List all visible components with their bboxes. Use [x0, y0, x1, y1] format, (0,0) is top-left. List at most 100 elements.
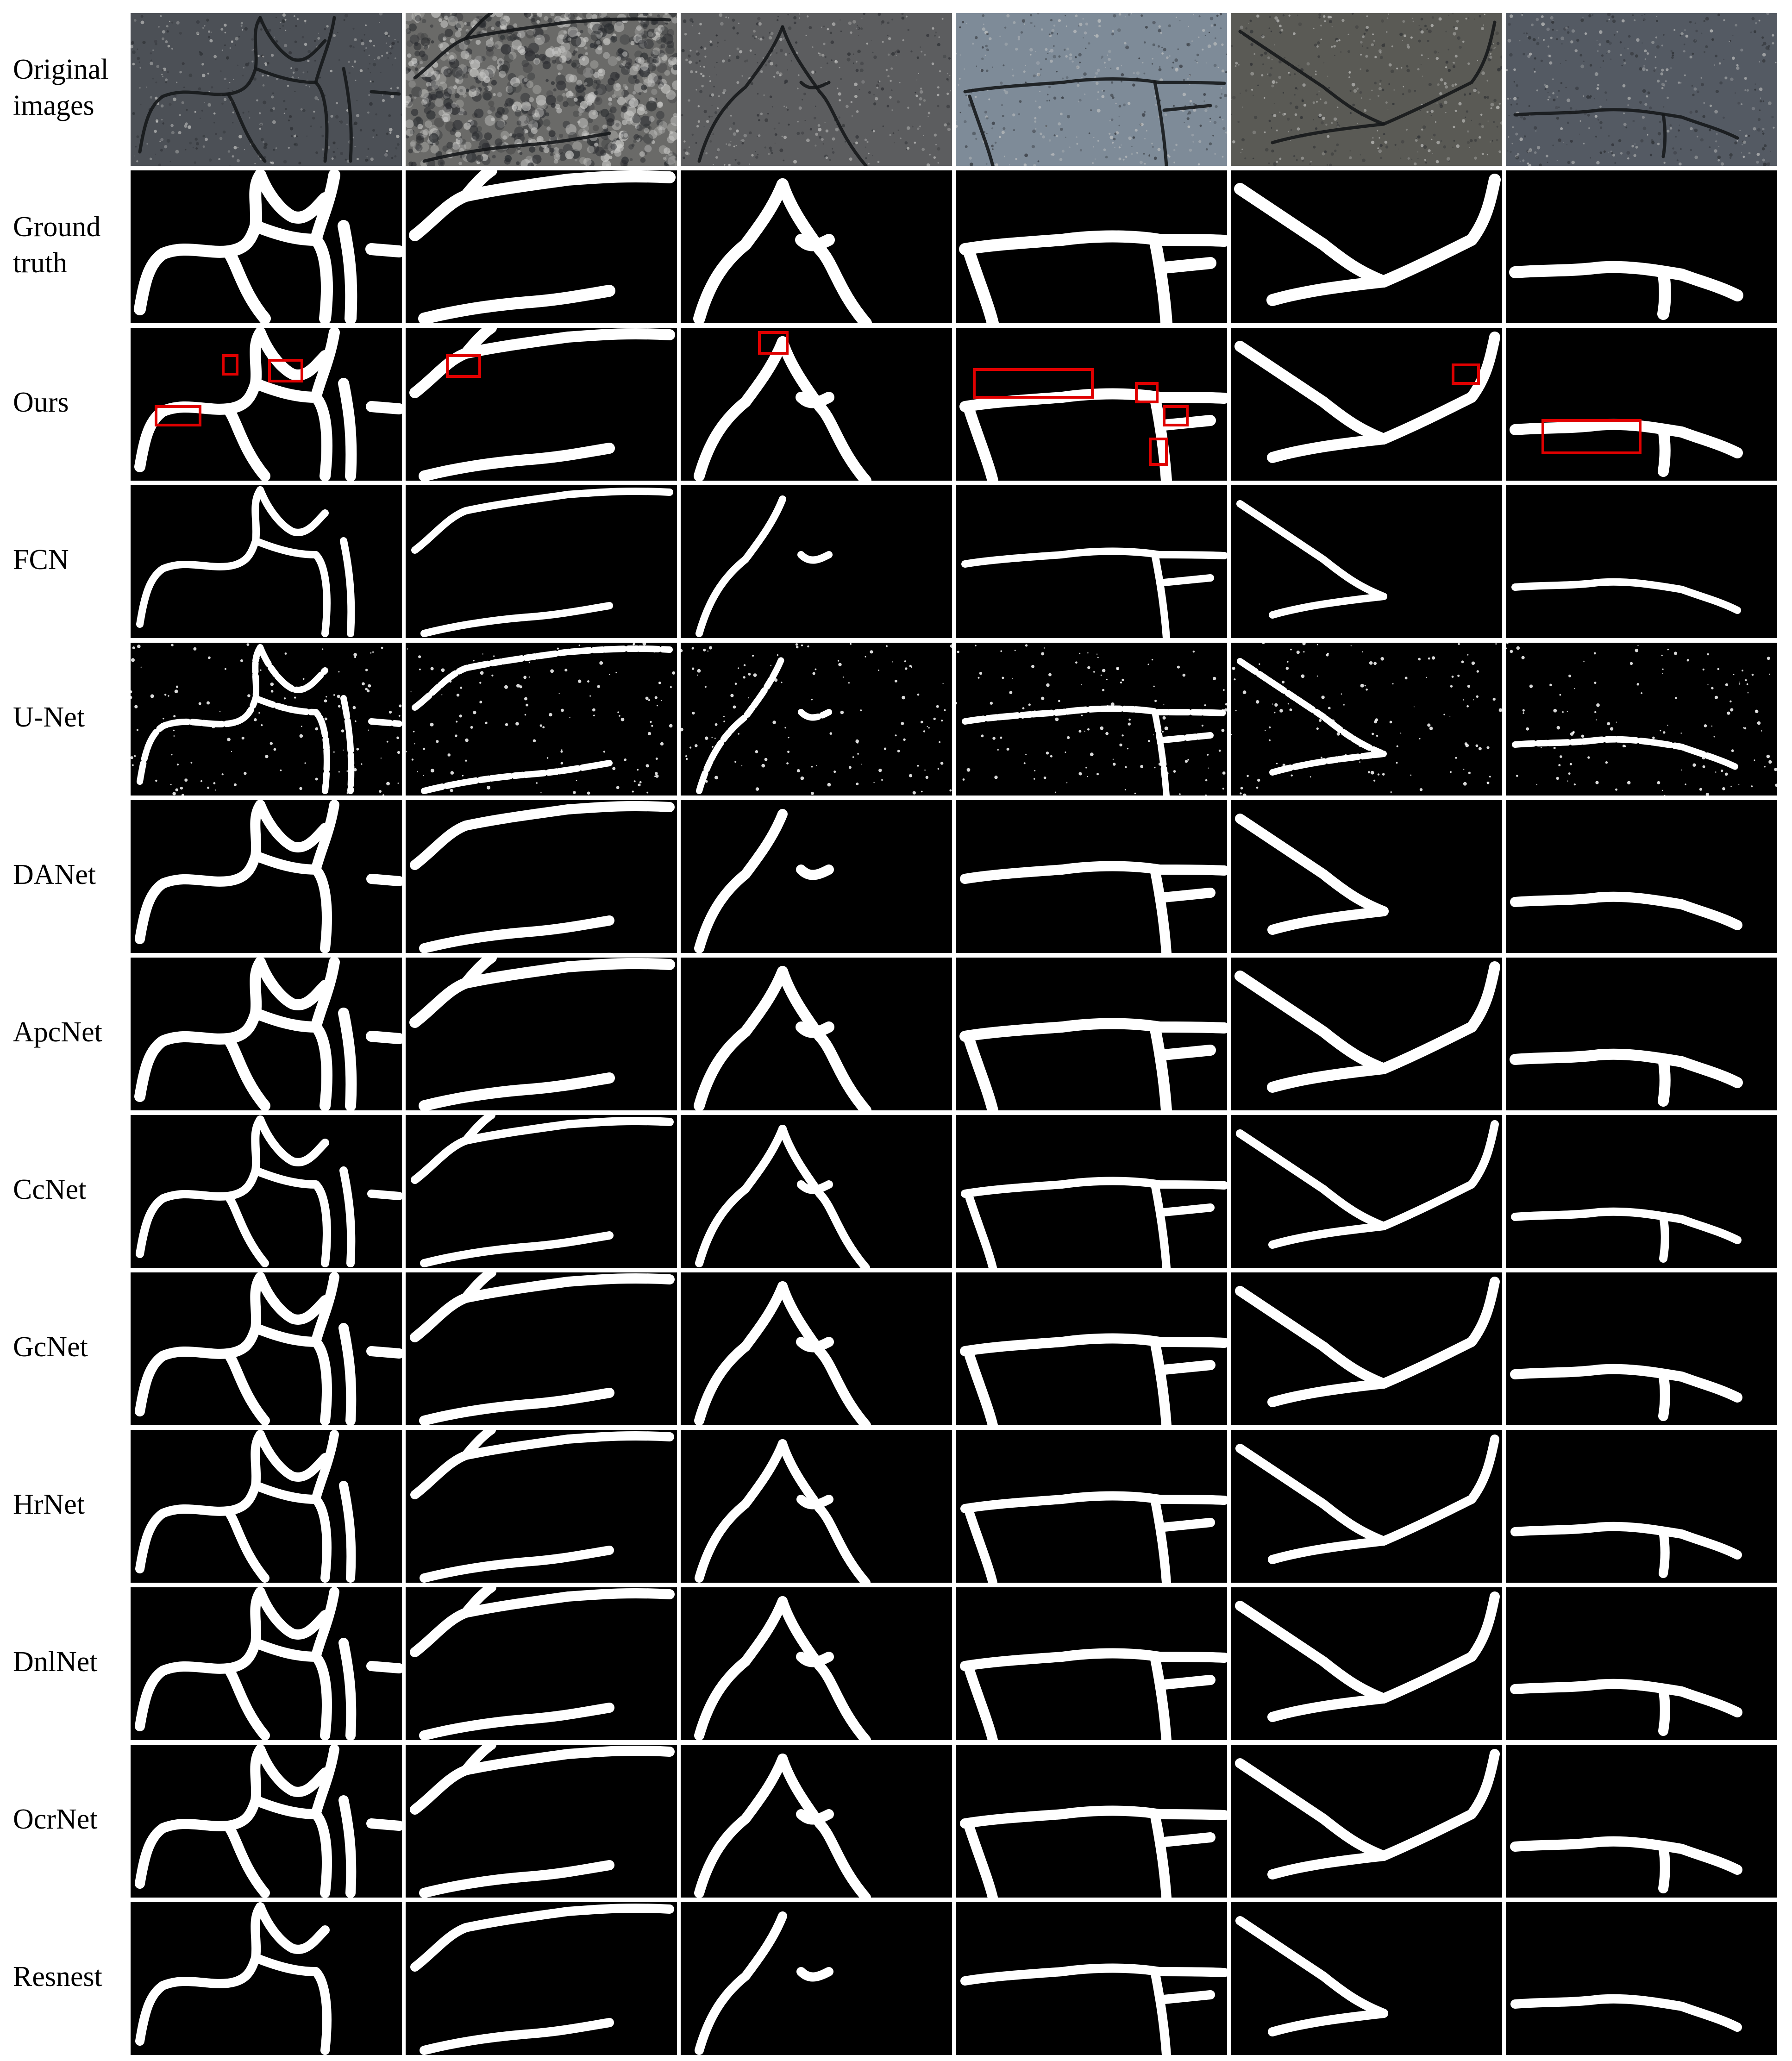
mask-image [1231, 1902, 1502, 2055]
mask-image [1231, 328, 1502, 481]
segmentation-mask [1506, 485, 1777, 638]
mask-image [131, 1430, 402, 1583]
segmentation-mask [681, 643, 952, 796]
segmentation-mask [681, 1272, 952, 1425]
mask-image [1506, 643, 1777, 796]
mask-image [1506, 485, 1777, 638]
mask-image [131, 800, 402, 953]
mask-image [1506, 800, 1777, 953]
mask-image [406, 170, 677, 323]
crack-segment [223, 1506, 269, 1583]
crack-segment [310, 328, 340, 403]
crack-segment [136, 486, 264, 628]
mask-image [131, 1587, 402, 1740]
mask-image [1231, 170, 1502, 323]
crack-segment [1236, 500, 1387, 600]
crack-segment [965, 1351, 998, 1425]
crack-segment [223, 1348, 270, 1425]
crack-segment [960, 1805, 1227, 1829]
segmentation-mask [956, 1902, 1227, 2055]
highlight-box [1149, 438, 1168, 466]
crack-segment [1658, 1684, 1670, 1736]
crack-segment [1510, 1679, 1742, 1717]
crack-segment [409, 170, 676, 241]
crack-segment [695, 1125, 787, 1267]
crack-segment [1235, 1916, 1388, 2018]
mask-image [406, 328, 677, 481]
segmentation-mask [131, 485, 402, 638]
crack-segment [1267, 906, 1389, 935]
crack-segment [311, 1587, 339, 1662]
segmentation-mask [1231, 643, 1502, 796]
row-label: HrNet [13, 1489, 85, 1520]
crack-segment [366, 401, 402, 414]
crack-segment [1151, 551, 1170, 638]
crack-segment [410, 1431, 674, 1499]
crack-segment [778, 1439, 871, 1583]
crack-segment [1159, 1990, 1215, 2004]
crack-segment [135, 800, 265, 944]
crack-segment [959, 388, 1227, 412]
segmentation-mask [956, 958, 1227, 1110]
segmentation-mask [1506, 1745, 1777, 1898]
mask-image [956, 1745, 1227, 1898]
segmentation-mask [131, 1745, 402, 1898]
row-label: GcNet [13, 1331, 88, 1363]
mask-image [1231, 1272, 1502, 1425]
highlight-box [446, 354, 481, 378]
crack-segment [1378, 332, 1500, 445]
crack-segment [1160, 1203, 1215, 1216]
crack-segment [366, 1031, 402, 1044]
segmentation-mask [956, 1587, 1227, 1740]
crack-segment [1152, 709, 1170, 796]
segmentation-mask [1231, 1745, 1502, 1898]
mask-image [406, 1902, 677, 2055]
mask-image [681, 485, 952, 638]
crack-segment [1159, 1360, 1216, 1375]
mask-image [406, 643, 677, 796]
crack-segment [1269, 593, 1387, 619]
highlight-box [1541, 419, 1642, 454]
crack-segment [796, 1495, 833, 1510]
crack-segment [420, 1546, 614, 1583]
highlight-box [1135, 382, 1159, 403]
segmentation-mask [406, 170, 677, 323]
mask-image [1506, 328, 1777, 481]
crack-segment [1235, 1444, 1388, 1546]
crack-segment [1378, 961, 1500, 1074]
crack-segment [1149, 234, 1172, 323]
mask-image [1231, 1745, 1502, 1898]
mask-image [406, 1430, 677, 1583]
segmentation-mask [406, 1272, 677, 1425]
crack-segment [419, 1860, 614, 1898]
crack-segment [311, 1745, 339, 1819]
mask-image [1506, 1430, 1777, 1583]
segmentation-mask [681, 958, 952, 1110]
mask-image [956, 170, 1227, 323]
crack-segment [419, 1388, 614, 1425]
crack-segment [1378, 174, 1501, 288]
crack-segment [256, 1430, 330, 1482]
segmentation-mask [131, 958, 402, 1110]
segmentation-mask [1506, 800, 1777, 953]
crack-segment [338, 1795, 357, 1898]
crack-segment [412, 645, 673, 711]
segmentation-mask [406, 485, 677, 638]
crack-segment [410, 801, 675, 870]
crack-segment [796, 1967, 833, 1982]
crack-segment [256, 1115, 329, 1166]
mask-image [681, 800, 952, 953]
mask-image [956, 800, 1227, 953]
mask-image [681, 328, 952, 481]
mask-image [131, 1115, 402, 1268]
crack-segment [1237, 658, 1387, 757]
segmentation-mask [131, 170, 402, 323]
crack-segment [310, 958, 340, 1033]
crack-segment [960, 1963, 1227, 1986]
crack-segment [1266, 276, 1390, 306]
row-label: Resnest [13, 1961, 102, 1992]
photo-image [1231, 13, 1502, 166]
crack-segment [1235, 1601, 1389, 1704]
segmentation-mask [681, 328, 952, 481]
segmentation-mask [406, 328, 677, 481]
